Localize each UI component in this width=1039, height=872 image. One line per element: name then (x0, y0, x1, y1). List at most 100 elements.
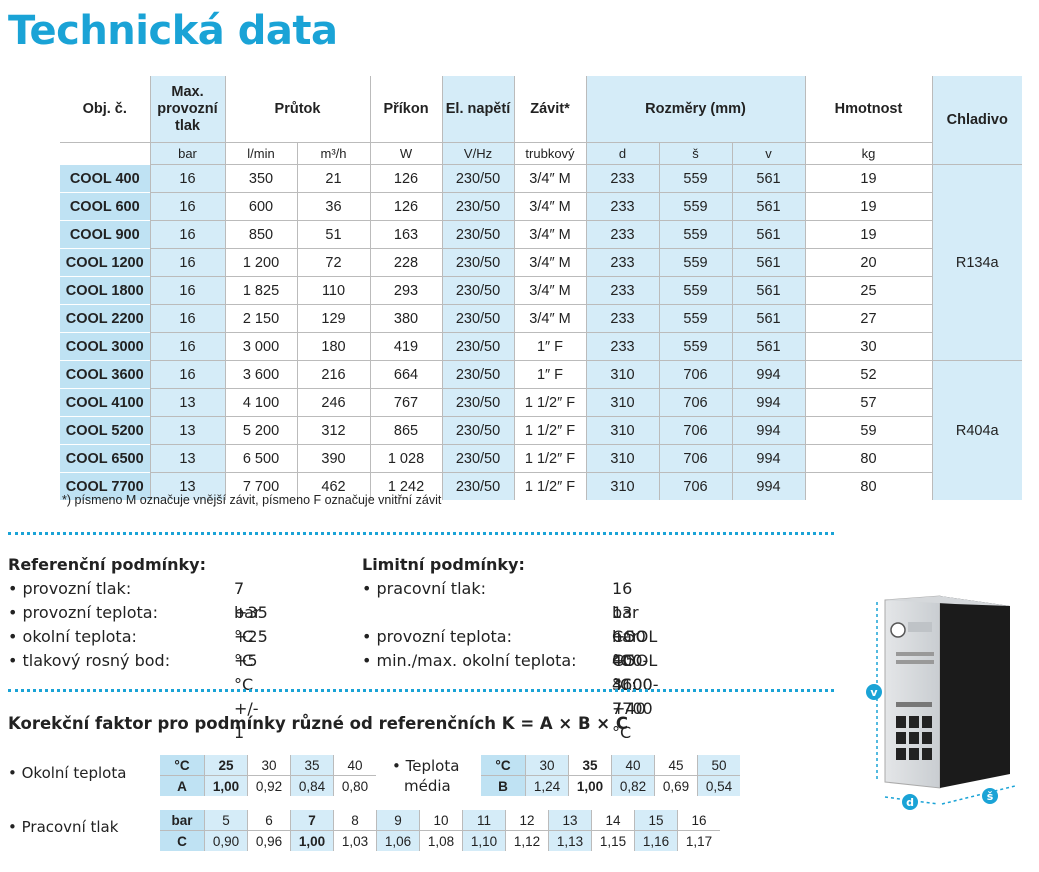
factor-param: 11 (462, 810, 506, 831)
factor-param: 35 (290, 755, 334, 776)
divider-bottom (8, 689, 834, 692)
value-cell: 865 (369, 416, 442, 445)
value-cell: 72 (296, 248, 370, 277)
factor-value: 0,80 (333, 775, 376, 796)
value-cell: 1″ F (513, 360, 586, 389)
value-cell: 350 (224, 164, 297, 193)
value-cell: 559 (658, 332, 732, 361)
value-cell: 13 (149, 472, 225, 500)
table-row: COOL 1800 16 1 825 110 293 230/50 3/4″ M 233 559… (60, 276, 1022, 305)
dim-s-label: š (987, 790, 994, 803)
value-cell: 561 (731, 164, 805, 193)
factor-header-row: bar 5 6 7 8 9 10 11 12 13 14 15 16 (160, 810, 720, 831)
value-cell: 3/4″ M (513, 220, 586, 249)
dim-v-label: v (870, 686, 878, 699)
value-cell: 312 (296, 416, 370, 445)
factor-param: 25 (204, 755, 248, 776)
value-cell: 1 242 (369, 472, 442, 500)
value-cell: 16 (149, 192, 225, 221)
factor-value: 0,84 (290, 775, 334, 796)
value-cell: 1 1/2″ F (513, 416, 586, 445)
value-cell: 20 (804, 248, 932, 277)
value-cell: 3 000 (224, 332, 297, 361)
value-cell: 561 (731, 192, 805, 221)
factor-value: 0,82 (611, 775, 655, 796)
condition-value: 7 bar (234, 579, 261, 622)
value-cell: 52 (804, 360, 932, 389)
factor-letter: A (160, 775, 205, 796)
value-cell: 1″ F (513, 332, 586, 361)
value-cell: 233 (585, 220, 659, 249)
value-cell: 3/4″ M (513, 164, 586, 193)
value-cell: 16 (149, 332, 225, 361)
value-cell: 994 (731, 388, 805, 417)
correction-title: Korekční faktor pro podmínky různé od re… (8, 714, 628, 733)
value-cell: 25 (804, 276, 932, 305)
value-cell: 230/50 (441, 276, 514, 305)
value-cell: 706 (658, 388, 732, 417)
value-cell: 706 (658, 360, 732, 389)
table-row: COOL 2200 16 2 150 129 380 230/50 3/4″ M 233 559… (60, 304, 1022, 333)
value-cell: 59 (804, 416, 932, 445)
header-model: Obj. č. (82, 100, 127, 117)
value-cell: 310 (585, 416, 659, 445)
factor-value: 1,12 (505, 830, 549, 851)
header-weight: Hmotnost (804, 76, 932, 143)
value-cell: 706 (658, 472, 732, 500)
value-cell: 2 150 (224, 304, 297, 333)
factor-value: 1,16 (634, 830, 678, 851)
model-cell: COOL 3000 (60, 332, 150, 361)
value-cell: 230/50 (441, 192, 514, 221)
condition-value: +25 °C (234, 627, 268, 670)
value-cell: 561 (731, 276, 805, 305)
value-cell: 233 (585, 164, 659, 193)
dryer-product-image: v d š (866, 595, 1016, 810)
value-cell: 216 (296, 360, 370, 389)
header-power: Příkon (369, 76, 442, 143)
value-cell: 994 (731, 360, 805, 389)
unit-header: bar (160, 810, 205, 831)
model-cell: COOL 900 (60, 220, 150, 249)
unit-cell: kg (804, 142, 932, 165)
value-cell: 7 700 (224, 472, 297, 500)
value-cell: 4 100 (224, 388, 297, 417)
value-cell: 419 (369, 332, 442, 361)
condition-label: • pracovní tlak: (362, 579, 486, 598)
factor-header-row: °C 30 35 40 45 50 (481, 755, 740, 776)
value-cell: 310 (585, 472, 659, 500)
value-cell: 13 (149, 388, 225, 417)
value-cell: 230/50 (441, 360, 514, 389)
ambient-label: • Okolní teplota (8, 764, 127, 782)
value-cell: 230/50 (441, 444, 514, 473)
medium-label-line1: • Teplota (392, 757, 460, 775)
value-cell: 233 (585, 276, 659, 305)
value-cell: 80 (804, 444, 932, 473)
model-cell: COOL 4100 (60, 388, 150, 417)
value-cell: 230/50 (441, 164, 514, 193)
value-cell: 233 (585, 332, 659, 361)
condition-label: • provozní teplota: (362, 627, 512, 646)
value-cell: 3/4″ M (513, 276, 586, 305)
factor-value: 1,13 (548, 830, 592, 851)
limit-heading: Limitní podmínky: (362, 555, 525, 574)
table-row: COOL 1200 16 1 200 72 228 230/50 3/4″ M 233 559 5… (60, 248, 1022, 277)
table-row: COOL 900 16 850 51 163 230/50 3/4″ M 233 559 561 1… (60, 220, 1022, 249)
value-cell: 994 (731, 444, 805, 473)
value-cell: 664 (369, 360, 442, 389)
unit-header: °C (481, 755, 526, 776)
model-cell: COOL 6500 (60, 444, 150, 473)
value-cell: 230/50 (441, 388, 514, 417)
value-cell: 13 (149, 416, 225, 445)
factor-value-row: C 0,90 0,96 1,00 1,03 1,06 1,08 1,10 1,12 1,13 1,1… (160, 830, 720, 851)
value-cell: 233 (585, 192, 659, 221)
coolant-cell: R404a (931, 360, 1022, 500)
header-pressure: Max. provozní tlak (149, 76, 225, 143)
factor-header-row: °C 25 30 35 40 (160, 755, 376, 776)
value-cell: 561 (731, 332, 805, 361)
dim-d-label: d (906, 796, 914, 809)
model-cell: COOL 400 (60, 164, 150, 193)
table-row: COOL 3600 16 3 600 216 664 230/50 1″ F 310 706 99… (60, 360, 1022, 500)
condition-label: • provozní teplota: (8, 603, 158, 622)
value-cell: 230/50 (441, 304, 514, 333)
factor-value: 1,00 (568, 775, 612, 796)
